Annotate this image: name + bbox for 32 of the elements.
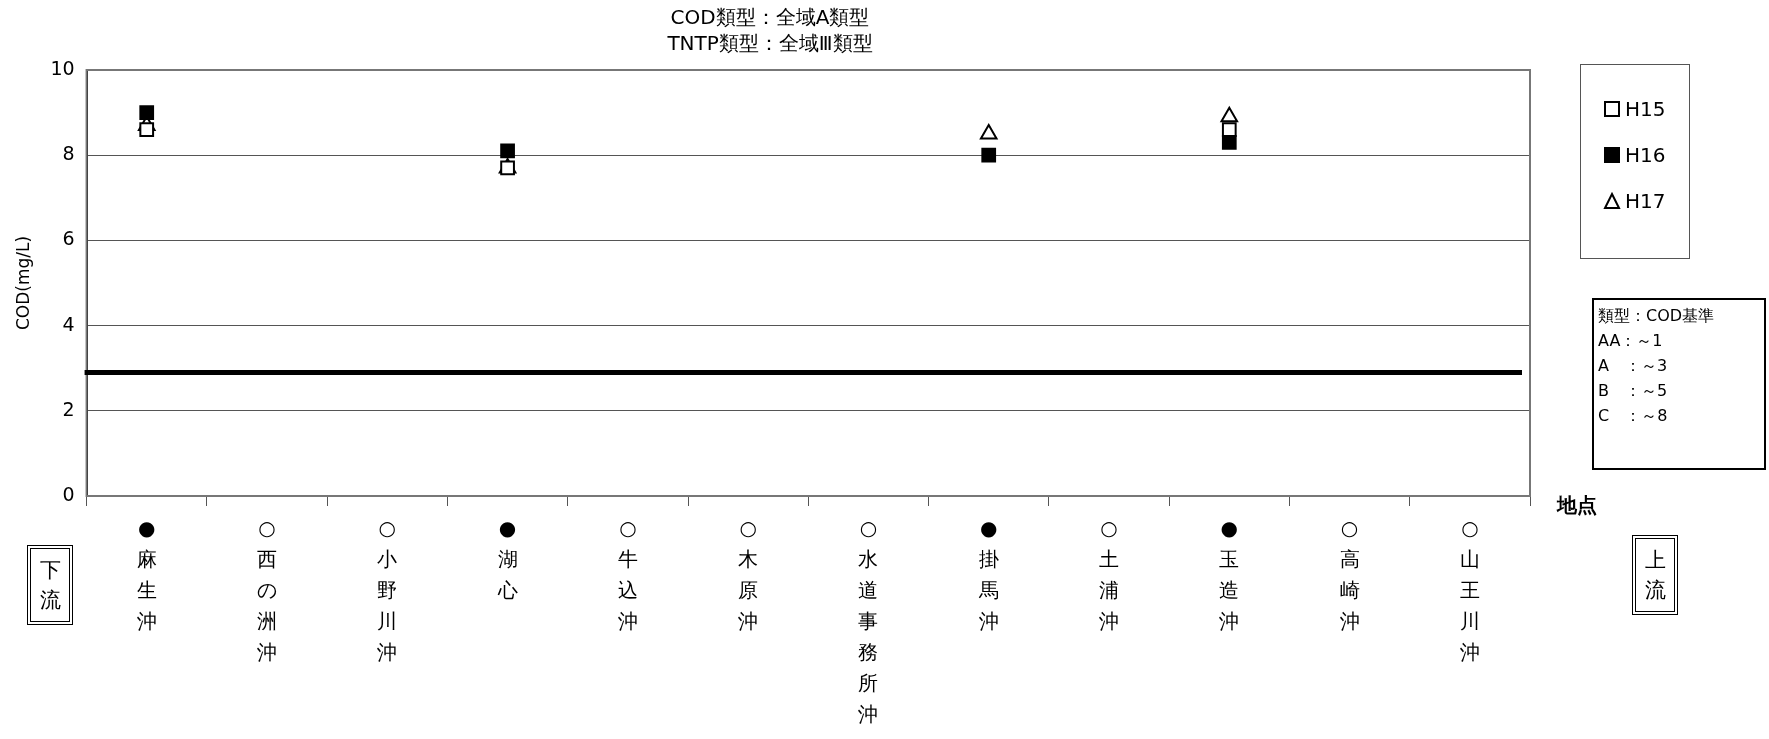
text: 上流 (1644, 547, 1666, 604)
y-tick-label: 2 (62, 397, 75, 420)
text: 類型：COD基準 (1598, 305, 1716, 327)
y-tick-label: 4 (62, 312, 75, 335)
y-tick-label: 8 (62, 142, 75, 165)
y-tick-label: 10 (50, 56, 75, 79)
y-tick-label: 6 (62, 227, 75, 250)
legend-label: H17 (1625, 189, 1666, 213)
legend-label: H16 (1625, 143, 1666, 167)
text: AA：～1 (1598, 330, 1664, 352)
x-tick-label: ○高崎沖 (1339, 515, 1360, 633)
x-tick-label: ●掛馬沖 (977, 515, 999, 633)
text: 下流 (39, 557, 61, 614)
x-tick-label: ●玉造沖 (1219, 515, 1240, 633)
x-tick-label: ○小野川沖 (377, 515, 398, 664)
text: COD類型：全域A類型 (670, 5, 870, 30)
x-tick-label: ○木原沖 (738, 515, 759, 633)
text: C ：～8 (1598, 405, 1669, 427)
x-tick-label: ○水道事務所沖 (858, 515, 879, 726)
text: B ：～5 (1598, 380, 1669, 402)
x-tick-label: ●湖心 (496, 515, 518, 602)
x-tick-label: ○西の洲沖 (257, 515, 277, 664)
x-tick-label: ○土浦沖 (1099, 515, 1119, 633)
y-axis-title: COD(mg/L) (12, 235, 33, 331)
text: A ：～3 (1598, 355, 1669, 377)
x-axis-title: 地点 (1557, 492, 1597, 519)
text: TNTP類型：全域Ⅲ類型 (667, 31, 873, 56)
x-tick-label: ●麻生沖 (136, 515, 157, 633)
x-tick-label: ○山王川沖 (1459, 515, 1480, 664)
x-tick-label: ○牛込沖 (617, 515, 638, 633)
y-tick-label: 0 (62, 482, 75, 505)
legend-label: H15 (1625, 97, 1666, 121)
